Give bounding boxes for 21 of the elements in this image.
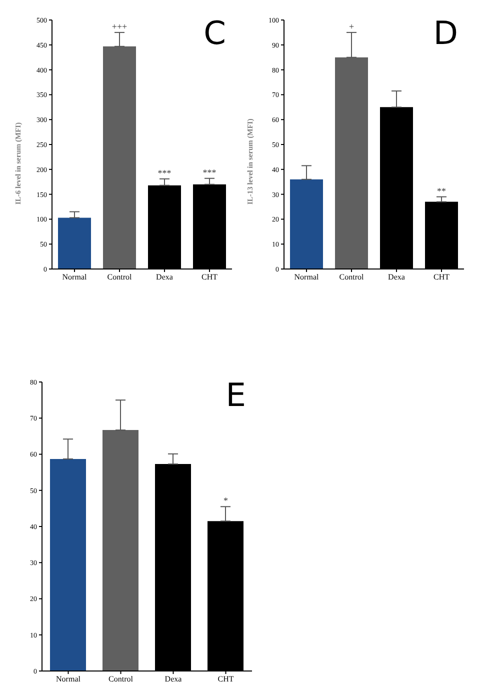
annotation: ***: [158, 168, 172, 178]
x-tick-label: Dexa: [164, 674, 182, 684]
annotation: ***: [202, 167, 217, 178]
x-tick-label: Normal: [62, 272, 88, 282]
x-tick-label: CHT: [434, 272, 450, 282]
chart-title: E: [226, 376, 246, 414]
x-tick-label: Control: [339, 272, 364, 282]
annotation: +++: [112, 21, 128, 32]
x-tick-label: CHT: [218, 674, 234, 684]
chart-title: D: [433, 14, 458, 52]
annotation: **: [437, 186, 446, 196]
annotation: +: [348, 21, 354, 32]
annotation: *: [224, 496, 228, 506]
x-tick-label: Control: [107, 272, 132, 282]
x-tick-label: CHT: [202, 272, 218, 282]
x-tick-label: Normal: [294, 272, 320, 282]
x-tick-label: Dexa: [388, 272, 406, 282]
x-tick-label: Dexa: [156, 272, 174, 282]
x-tick-label: Normal: [56, 674, 82, 684]
chart-title: C: [204, 14, 226, 52]
x-tick-label: Control: [108, 674, 134, 684]
